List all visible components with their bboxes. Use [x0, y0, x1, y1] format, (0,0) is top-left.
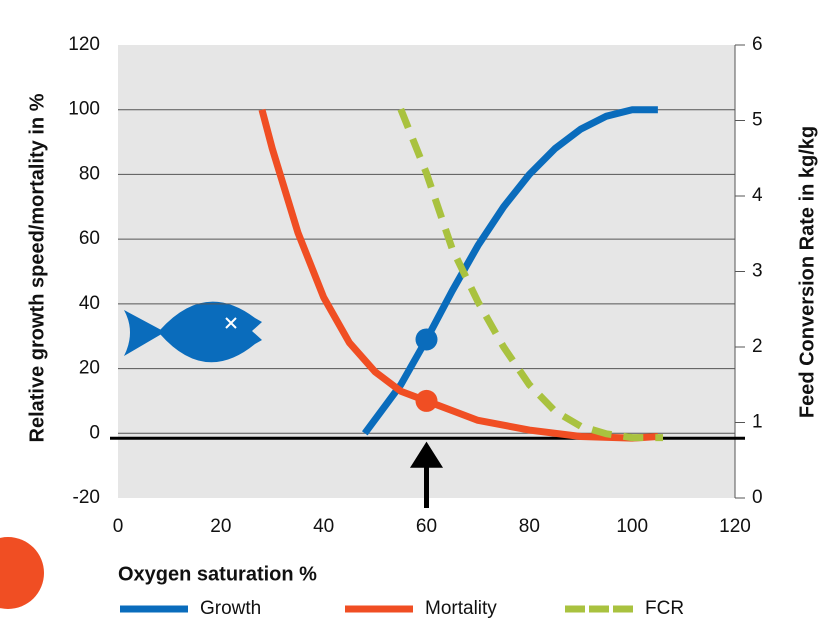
x-tick-label: 80 [519, 516, 540, 537]
y-tick-label: 120 [68, 34, 100, 55]
legend-label: FCR [645, 598, 684, 619]
y-tick-label: 20 [79, 358, 100, 379]
y-axis-title: Relative growth speed/mortality in % [26, 93, 48, 442]
x-tick-label: 100 [616, 516, 648, 537]
y-tick-label: 80 [79, 163, 100, 184]
highlight-point [415, 328, 438, 351]
y-tick-label: -20 [73, 487, 100, 508]
y-tick-label: 100 [68, 99, 100, 120]
x-tick-label: 60 [416, 516, 437, 537]
series-line [258, 108, 659, 442]
decoration [0, 537, 44, 609]
legend-label: Growth [200, 598, 261, 619]
legend-label: Mortality [425, 598, 497, 619]
arrow [409, 441, 444, 508]
y2-axis-title: Feed Conversion Rate in kg/kg [796, 126, 818, 418]
y-tick-label: 0 [89, 422, 100, 443]
x-tick-label: 0 [113, 516, 124, 537]
x-tick-label: 120 [719, 516, 751, 537]
y2-tick-label: 6 [752, 34, 763, 55]
y2-tick-label: 1 [752, 412, 763, 433]
x-tick-label: 20 [210, 516, 231, 537]
y-tick-label: 40 [79, 293, 100, 314]
y2-tick-label: 4 [752, 185, 763, 206]
y-tick-label: 60 [79, 228, 100, 249]
plot-area [118, 45, 735, 498]
fish-icon [124, 301, 262, 363]
y2-tick-label: 0 [752, 487, 763, 508]
x-tick-label: 40 [313, 516, 334, 537]
highlight-point [415, 389, 438, 412]
x-axis-title: Oxygen saturation % [118, 563, 317, 585]
y2-tick-label: 3 [752, 261, 763, 282]
series-line [397, 107, 664, 442]
y2-tick-label: 2 [752, 336, 763, 357]
y2-tick-label: 5 [752, 110, 763, 131]
